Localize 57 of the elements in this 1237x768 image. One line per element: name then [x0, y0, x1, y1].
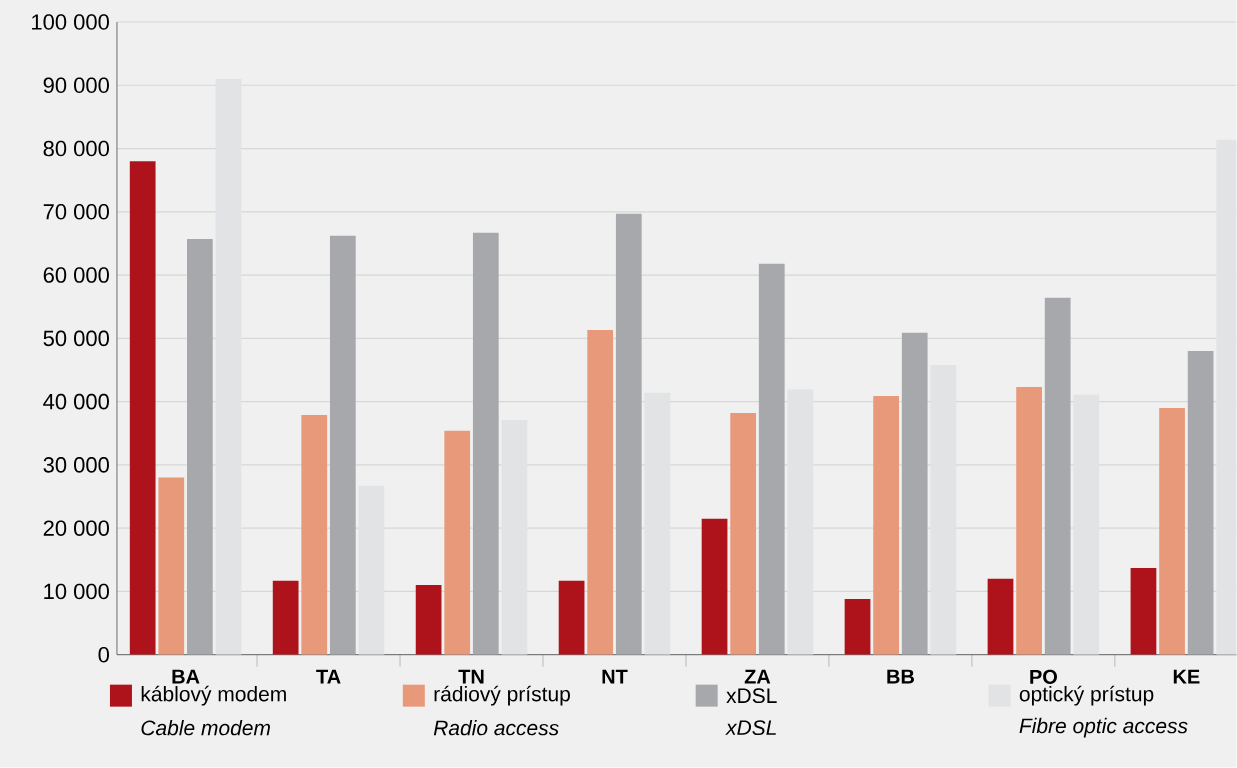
bar	[558, 580, 585, 655]
text: xDSL	[725, 720, 776, 736]
x-tick-label: TA	[316, 669, 341, 684]
text: Radio access	[433, 720, 559, 736]
bar	[644, 392, 671, 655]
bar	[415, 585, 442, 655]
text: Fibre optic access	[1019, 718, 1188, 738]
bar	[501, 420, 528, 655]
x-tick-label: BB	[887, 669, 914, 684]
y-tick-label: 10 000	[44, 583, 109, 600]
x-tick-label: PO	[1030, 669, 1057, 685]
bar	[787, 389, 814, 655]
bar	[301, 415, 328, 655]
bar	[758, 263, 785, 655]
y-tick-label: 90 000	[43, 77, 109, 94]
x-tick-label: TN	[458, 669, 484, 684]
bar	[358, 485, 385, 655]
bar	[444, 430, 471, 655]
bar	[158, 477, 185, 655]
legend-label: káblový modem	[141, 685, 286, 706]
x-tick-label: NT	[602, 669, 628, 684]
bar	[930, 365, 957, 655]
y-tick-label: 80 000	[43, 140, 109, 157]
y-tick-label: 100 000	[32, 14, 109, 30]
y-tick-label: 70 000	[43, 204, 109, 220]
x-tick-label: ZA	[744, 669, 771, 684]
legend-label: xDSL	[726, 688, 777, 704]
y-tick-label: 30 000	[43, 457, 109, 473]
bar	[272, 580, 299, 655]
bar	[844, 599, 871, 655]
y-tick-label: 20 000	[43, 520, 109, 537]
bar	[873, 396, 899, 655]
x-tick-label: KE	[1173, 669, 1200, 684]
bar	[329, 236, 356, 655]
y-tick-label: 60 000	[43, 267, 109, 284]
bar	[987, 578, 1014, 655]
y-tick-label: 50 000	[43, 330, 109, 347]
bar	[1159, 408, 1185, 655]
bar	[187, 239, 213, 655]
legend-label: optický prístup	[1019, 685, 1154, 706]
bar	[1044, 298, 1071, 655]
legend-label: rádiový prístup	[434, 685, 570, 706]
bar	[1016, 387, 1042, 655]
y-tick-label: 40 000	[43, 394, 109, 410]
x-tick-label: BA	[172, 669, 200, 684]
bar	[901, 332, 928, 655]
bar	[129, 161, 156, 655]
bar	[1130, 568, 1157, 655]
bar	[701, 518, 728, 655]
bar	[730, 413, 757, 655]
bar	[1073, 394, 1100, 655]
bar	[215, 79, 242, 655]
bar	[472, 232, 499, 655]
y-tick-label: 0	[98, 647, 110, 663]
text: Cable modem	[141, 720, 270, 736]
bar	[587, 330, 614, 655]
bar	[615, 213, 642, 655]
